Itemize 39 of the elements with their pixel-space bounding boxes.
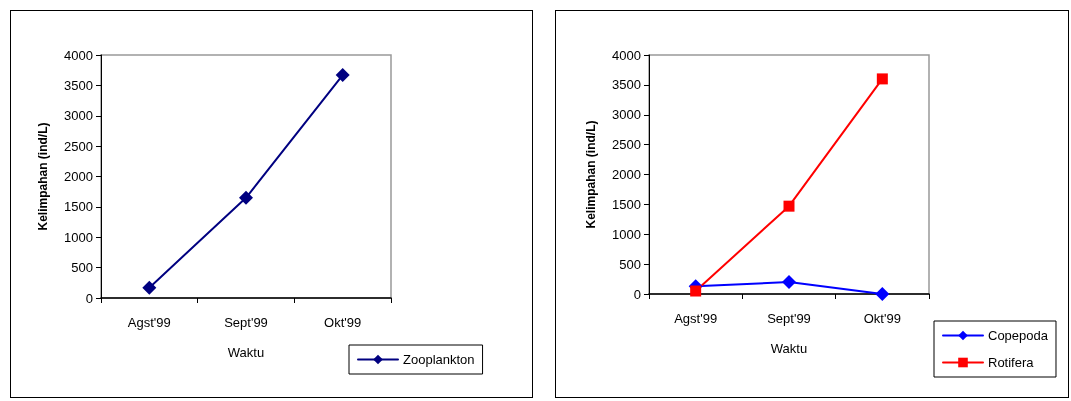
y-tick-label: 2500 — [612, 137, 641, 153]
legend-label: Copepoda — [988, 328, 1049, 343]
y-tick-label: 2000 — [612, 167, 641, 182]
y-tick-label: 3000 — [64, 108, 93, 124]
legend-label: Rotifera — [988, 355, 1035, 370]
x-tick-label: Okt'99 — [324, 315, 362, 330]
y-tick-label: 3500 — [612, 77, 641, 93]
y-tick-label: 3500 — [64, 77, 93, 93]
point — [782, 275, 796, 290]
x-tick-label: Sept'99 — [224, 315, 268, 330]
y-tick-label: 1500 — [64, 199, 93, 215]
y-tick-label: 0 — [85, 290, 93, 306]
point — [690, 285, 702, 297]
y-tick-label: 3000 — [612, 107, 641, 123]
point — [335, 68, 350, 83]
y-tick-label: 0 — [633, 286, 641, 302]
legend-label: Zooplankton — [403, 352, 475, 367]
y-tick-label: 1500 — [612, 196, 641, 212]
point — [875, 287, 890, 301]
x-axis-title: Waktu — [770, 341, 808, 356]
point — [142, 280, 157, 295]
x-tick-label: Okt'99 — [863, 311, 901, 326]
y-tick-label: 4000 — [64, 47, 93, 63]
y-tick-label: 1000 — [612, 226, 641, 242]
point — [783, 200, 795, 212]
x-tick-label: Agst'99 — [674, 311, 718, 326]
y-tick-label: 500 — [619, 256, 641, 272]
y-tick-label: 2000 — [64, 169, 93, 184]
y-tick-label: 1000 — [64, 229, 93, 245]
y-tick-label: 2500 — [64, 138, 93, 154]
point — [239, 190, 253, 205]
y-axis-title: Kelimpahan (ind/L) — [36, 122, 50, 231]
point — [876, 73, 888, 85]
x-axis-title: Waktu — [227, 345, 265, 360]
y-axis-title: Kelimpahan (ind/L) — [584, 120, 598, 229]
y-tick-label: 4000 — [612, 47, 641, 63]
x-tick-label: Agst'99 — [127, 315, 171, 330]
y-tick-label: 500 — [71, 260, 93, 276]
x-tick-label: Sept'99 — [767, 311, 811, 326]
